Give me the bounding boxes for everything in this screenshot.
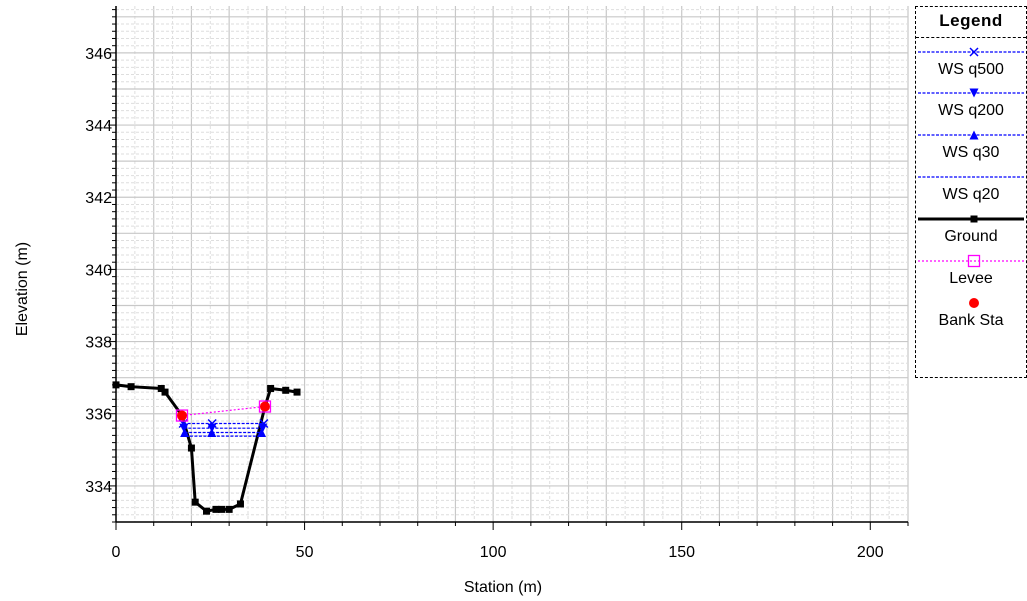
legend-divider <box>916 37 1026 38</box>
legend-swatch-marker <box>969 47 979 57</box>
legend-swatch-marker <box>969 88 979 98</box>
legend-title: Legend <box>939 11 1003 30</box>
series <box>112 381 301 515</box>
legend-entry-ws-q20: WS q20 <box>916 168 1026 208</box>
legend-entry-levee: Levee <box>916 252 1026 292</box>
series-levee <box>175 400 272 422</box>
legend-label: WS q20 <box>942 186 1000 203</box>
legend-entry-bank-sta: Bank Sta <box>916 294 1026 334</box>
series-ground <box>112 381 301 515</box>
data-point <box>203 507 211 515</box>
data-point <box>112 381 120 389</box>
y-axis-title: Elevation (m) <box>14 242 31 336</box>
data-point <box>218 505 226 513</box>
data-point <box>187 444 195 452</box>
data-point <box>225 505 233 513</box>
data-point <box>177 410 187 421</box>
data-point <box>175 409 189 422</box>
legend-swatch-marker <box>969 130 979 140</box>
x-tick-label: 150 <box>668 544 695 561</box>
legend-entry-ground: Ground <box>916 210 1026 250</box>
data-point <box>236 500 244 508</box>
legend-label: Levee <box>949 270 993 287</box>
data-point <box>258 400 272 413</box>
y-tick-label: 346 <box>85 46 112 63</box>
legend-label: WS q30 <box>942 144 1000 161</box>
x-tick-label: 50 <box>296 544 314 561</box>
grid <box>115 6 909 523</box>
legend: Legend WS q500 WS q200 WS q30 WS q20 Ground L… <box>915 6 1027 378</box>
data-point <box>207 428 217 438</box>
legend-label: Ground <box>944 228 998 245</box>
legend-label: WS q200 <box>938 102 1004 119</box>
data-point <box>259 401 270 412</box>
series-bank-sta <box>177 401 270 421</box>
x-tick-label: 200 <box>857 544 884 561</box>
tick-labels: 0 50 100 150 200 334 336 338 340 342 344 346 <box>85 46 883 561</box>
x-tick-label: 0 <box>112 544 121 561</box>
legend-label: WS q500 <box>938 61 1004 78</box>
legend-entry-ws-q200: WS q200 <box>916 84 1026 124</box>
data-point <box>157 384 165 392</box>
data-point <box>212 505 220 513</box>
legend-swatch-marker <box>970 215 978 223</box>
y-tick-label: 344 <box>85 118 112 135</box>
legend-swatch-marker <box>967 254 981 268</box>
y-tick-label: 340 <box>85 262 112 279</box>
data-point <box>191 498 199 506</box>
y-tick-label: 342 <box>85 190 112 207</box>
legend-swatch-marker <box>969 298 979 308</box>
data-point <box>161 388 169 396</box>
series-ws-q30 <box>180 428 267 438</box>
x-tick-label: 100 <box>480 544 507 561</box>
x-axis-title: Station (m) <box>464 579 542 596</box>
data-point <box>282 386 290 394</box>
legend-entry-ws-q30: WS q30 <box>916 126 1026 166</box>
y-tick-label: 336 <box>85 407 112 424</box>
data-point <box>257 428 267 438</box>
y-tick-label: 334 <box>85 479 112 496</box>
axes <box>108 6 909 530</box>
series-line-levee <box>181 405 266 417</box>
y-tick-label: 338 <box>85 335 112 352</box>
legend-label: Bank Sta <box>938 312 1004 329</box>
data-point <box>180 428 190 438</box>
data-point <box>293 388 301 396</box>
data-point <box>267 384 275 392</box>
legend-entry-ws-q500: WS q500 <box>916 43 1026 83</box>
data-point <box>127 383 135 391</box>
data-point <box>259 418 269 429</box>
data-point <box>207 418 217 429</box>
